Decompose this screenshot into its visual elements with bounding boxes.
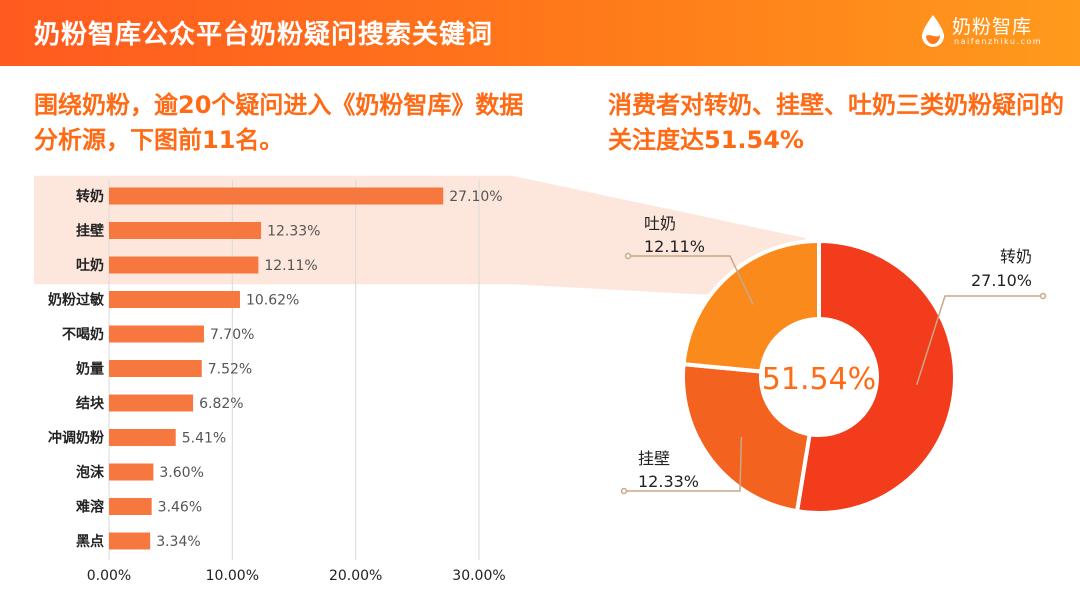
bar (109, 187, 444, 205)
donut-slice (794, 238, 957, 515)
category-label: 难溶 (75, 499, 104, 516)
bar (109, 291, 240, 308)
category-label: 奶量 (76, 361, 104, 378)
bar (109, 256, 259, 274)
logo-url: naifenzhiku.com (954, 37, 1043, 46)
bar (109, 463, 154, 481)
value-label: 27.10% (449, 189, 502, 205)
category-label: 泡沫 (76, 464, 105, 481)
category-label: 冲调奶粉 (48, 430, 104, 447)
value-label: 10.62% (246, 293, 299, 309)
slice-value-label: 12.11% (644, 237, 705, 256)
drop-logo-icon (922, 15, 944, 47)
donut-chart-caption: 消费者对转奶、挂壁、吐奶三类奶粉疑问的关注度达51.54% (608, 91, 1064, 154)
donut-center-label: 51.54% (762, 362, 876, 397)
bar (109, 394, 194, 412)
leader-line (624, 436, 743, 492)
slice-name-label: 吐奶 (644, 214, 676, 233)
leader-dot (620, 487, 628, 495)
leader-line (915, 295, 1043, 386)
x-tick-label: 10.00% (206, 568, 259, 584)
category-label: 黑点 (76, 533, 104, 550)
value-label: 12.11% (264, 258, 317, 274)
bar (109, 222, 262, 239)
bar (109, 532, 151, 550)
slice-value-label: 27.10% (971, 271, 1032, 290)
leader-dot (624, 252, 632, 260)
value-label: 7.70% (210, 327, 254, 343)
slice-name-label: 挂壁 (638, 449, 670, 468)
brand-logo: 奶粉智库 naifenzhiku.com (920, 10, 1050, 56)
value-label: 12.33% (267, 224, 320, 240)
bar (109, 325, 204, 343)
value-label: 3.46% (158, 500, 202, 516)
leader-dot (1039, 292, 1047, 300)
header-banner: 奶粉智库公众平台奶粉疑问搜索关键词 奶粉智库 naifenzhiku.com (0, 0, 1080, 66)
value-label: 7.52% (208, 362, 252, 378)
logo-name: 奶粉智库 (952, 16, 1033, 38)
category-label: 奶粉过敏 (48, 292, 105, 309)
value-label: 3.34% (156, 534, 200, 550)
category-label: 不喝奶 (62, 326, 104, 343)
category-label: 转奶 (76, 188, 104, 205)
donut-slice (681, 361, 812, 514)
value-label: 3.60% (159, 465, 203, 481)
bar-chart-caption: 围绕奶粉，逾20个疑问进入《奶粉智库》数据分析源，下图前11名。 (34, 91, 524, 154)
bar (109, 498, 152, 515)
value-label: 6.82% (199, 396, 243, 412)
value-label: 5.41% (182, 431, 226, 447)
x-tick-label: 30.00% (452, 568, 505, 584)
category-label: 结块 (76, 395, 105, 412)
x-tick-label: 0.00% (87, 568, 131, 584)
category-label: 吐奶 (76, 257, 104, 274)
bar (109, 429, 176, 446)
slice-value-label: 12.33% (638, 472, 699, 491)
slice-name-label: 转奶 (1000, 247, 1032, 266)
page-title: 奶粉智库公众平台奶粉疑问搜索关键词 (34, 20, 494, 50)
bar (109, 360, 202, 377)
leader-line (628, 255, 754, 305)
category-label: 挂壁 (76, 223, 104, 240)
donut-slice (681, 238, 821, 374)
x-tick-label: 20.00% (329, 568, 382, 584)
